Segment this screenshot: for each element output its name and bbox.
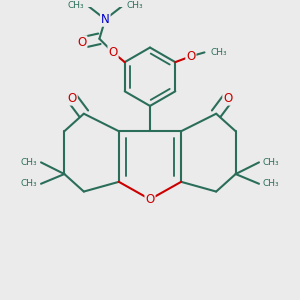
Text: N: N xyxy=(101,13,110,26)
Text: CH₃: CH₃ xyxy=(263,179,280,188)
Text: CH₃: CH₃ xyxy=(263,158,280,167)
Text: CH₃: CH₃ xyxy=(20,158,37,167)
Text: CH₃: CH₃ xyxy=(127,1,143,10)
Text: O: O xyxy=(77,36,86,49)
Text: O: O xyxy=(108,46,118,59)
Text: O: O xyxy=(223,92,232,105)
Text: O: O xyxy=(186,50,196,63)
Text: O: O xyxy=(68,92,77,105)
Text: CH₃: CH₃ xyxy=(20,179,37,188)
Text: O: O xyxy=(146,193,154,206)
Text: CH₃: CH₃ xyxy=(210,48,227,57)
Text: CH₃: CH₃ xyxy=(67,1,84,10)
